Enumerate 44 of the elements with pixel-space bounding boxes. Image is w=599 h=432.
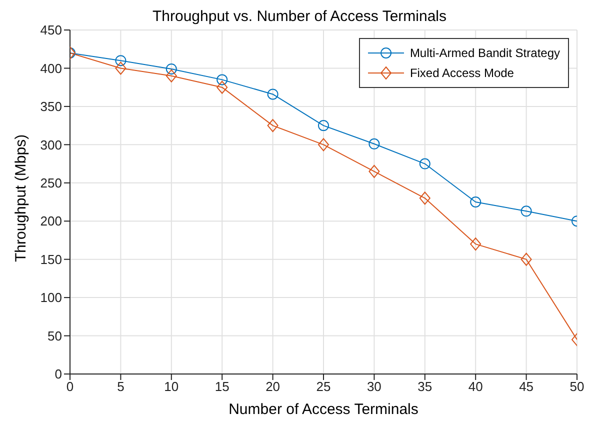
point [267,88,278,100]
x-tick-label: 0 [66,379,74,394]
point [216,80,228,94]
point [318,120,329,132]
x-tick-label: 10 [164,379,179,394]
y-tick-label: 350 [40,99,62,114]
point [115,62,126,75]
y-tick-label: 250 [40,176,62,191]
point [267,119,278,132]
point [368,164,380,178]
x-axis-title: Number of Access Terminals [228,401,418,418]
y-tick-label: 400 [40,60,62,76]
point [318,138,329,152]
x-tick-label: 5 [117,379,124,394]
y-tick-label: 100 [40,290,62,306]
x-tick-label: 15 [214,379,230,394]
point [166,63,177,74]
y-tick-label: 300 [40,137,62,152]
legend-label: Fixed Access Mode [410,66,514,80]
point [115,55,126,66]
point [419,192,430,205]
point [166,69,177,82]
point [470,238,482,251]
x-tick-label: 40 [468,379,483,394]
y-tick-label: 200 [40,214,62,229]
point [419,158,430,170]
y-tick-label: 50 [48,328,62,344]
x-tick-label: 35 [418,379,432,394]
x-tick-label: 20 [266,379,280,394]
point [368,138,380,150]
y-axis-title: Throughput (Mbps) [12,134,30,262]
point [520,252,532,266]
x-tick-label: 45 [519,379,534,394]
x-tick-label: 30 [366,379,382,394]
x-tick-label: 25 [316,379,331,394]
legend-label: Multi-Armed Bandit Strategy [410,46,560,60]
y-tick-label: 0 [54,366,62,382]
y-tick-label: 150 [40,252,62,267]
point [520,206,532,217]
y-tick-label: 450 [40,22,62,38]
chart-title: Throughput vs. Number of Access Terminals [152,8,447,25]
point [470,196,482,208]
x-tick-label: 50 [570,379,584,394]
point [216,74,228,86]
